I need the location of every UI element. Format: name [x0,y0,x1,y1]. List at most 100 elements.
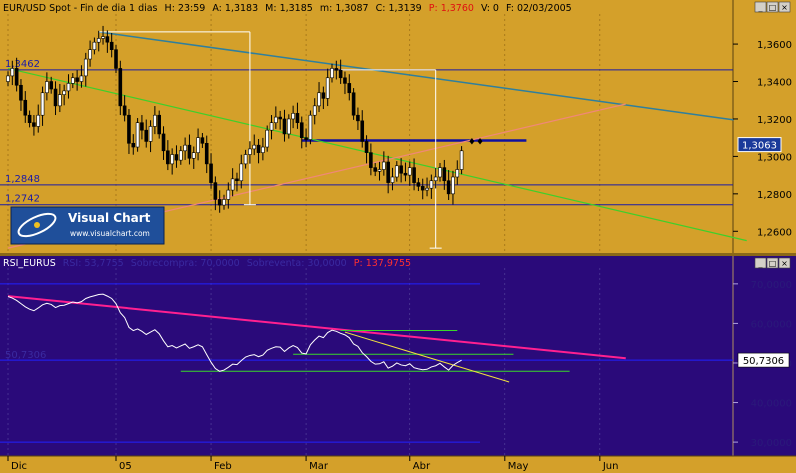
candle [122,95,127,122]
candle [58,83,62,113]
candle [45,72,49,101]
candle-body [14,68,19,86]
candle-body [321,92,326,99]
candle-body [416,182,421,187]
candle-body [191,152,196,159]
rsi-series: 50,7306 [0,283,733,443]
rsi-left-value-label: 50,7306 [5,350,46,361]
close-icon: × [781,3,788,12]
candle-body [187,144,192,159]
header-h: H: 23:59 [165,3,206,14]
last-price-label: 1,3063 [742,141,777,152]
candle [79,65,84,88]
candle-body [174,154,179,161]
x-tick-label: 05 [119,461,132,472]
candle [27,110,32,128]
x-tick-label: May [508,461,529,472]
candle-body [386,161,390,183]
candle [101,25,105,45]
close-button[interactable] [778,1,791,13]
candle-body [438,167,442,178]
candle [179,146,183,165]
candle-body [338,69,343,79]
candle [334,60,339,80]
candle [356,107,360,131]
candle-body [312,105,317,116]
candle [425,177,429,197]
candle-body [62,90,66,95]
rsi-header-sobrecompra: Sobrecompra: 70,0000 [131,258,240,269]
header-a: A: 1,3183 [212,3,258,14]
candle [174,145,179,168]
candle [278,110,282,130]
candle-body [40,92,45,116]
candle [248,141,252,164]
x-tick-label: Dic [11,461,27,472]
header-c: C: 1,3139 [376,3,422,14]
candle-body [377,169,382,172]
candle-body [382,161,386,170]
candle [170,148,174,175]
candle-body [317,92,321,107]
rsi-header-p: P: 137,9755 [354,258,411,269]
rsi-minimize-button[interactable] [754,257,767,269]
candle-body [92,41,97,50]
candle-body [153,114,157,127]
candle-body [274,116,278,124]
rsi-y-tick-label: 30,0000 [751,438,792,449]
candle [213,176,218,211]
logo-title: Visual Chart [68,211,151,225]
logo-url: www.visualchart.com [70,229,150,238]
rsi-window-buttons: _ □ × [754,257,791,269]
candle [438,162,442,182]
price-level-label: 1,2848 [5,174,40,185]
price-y-tick-label: 1,3000 [757,152,792,163]
candle-body [325,77,330,99]
price-window-buttons: _ □ × [754,1,791,13]
rsi-close-button[interactable] [778,257,791,269]
candle [187,134,192,165]
rsi-minimize-icon: _ [758,259,764,268]
x-tick-label: Jun [602,461,619,472]
candle [32,115,36,136]
candle [351,88,356,120]
candle-body [27,114,32,124]
candle [330,63,334,83]
candle-body [157,114,161,135]
candle [433,167,438,189]
candle [235,172,239,192]
candle-body [75,77,79,82]
x-tick-label: Feb [214,461,232,472]
candle-body [79,75,84,82]
candle-body [49,81,54,90]
candle-body [265,129,270,148]
candle-body [239,163,244,182]
candle [369,143,373,176]
candle [153,106,157,135]
candle-body [304,137,308,140]
candle-body [373,167,378,172]
candle-body [248,148,252,155]
candle-body [412,167,416,183]
candle-body [407,167,412,176]
candle-body [399,165,403,174]
candle [373,162,378,177]
candle [386,155,390,194]
candle-body [222,199,226,206]
maximize-button[interactable] [766,1,779,13]
candle [239,154,244,189]
candle-body [429,180,434,189]
candle [299,116,304,149]
candle-body [442,167,447,182]
candle [36,104,41,133]
candle-body [10,68,15,77]
candle [256,138,261,164]
candle-body [122,105,127,116]
minimize-button[interactable] [754,1,767,13]
chart-grid [7,14,601,456]
panel-splitter[interactable] [0,253,796,256]
candle [274,106,278,129]
rsi-maximize-button[interactable] [766,257,779,269]
candle-body [420,186,425,191]
candle-body [131,142,136,148]
